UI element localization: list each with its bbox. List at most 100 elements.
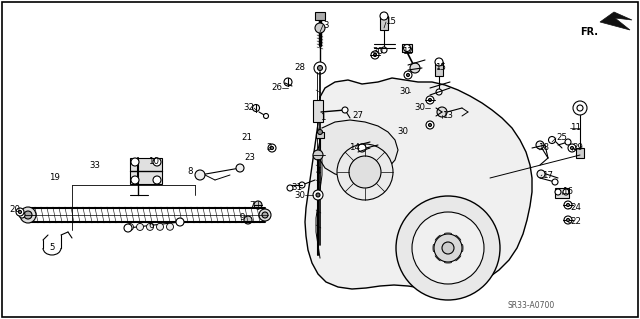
Circle shape: [153, 158, 161, 166]
Circle shape: [555, 189, 561, 195]
Circle shape: [337, 144, 393, 200]
Circle shape: [412, 212, 484, 284]
Circle shape: [19, 211, 22, 213]
Text: 12: 12: [402, 48, 413, 56]
Text: 33: 33: [89, 160, 100, 169]
Text: 30: 30: [399, 87, 410, 97]
Circle shape: [536, 141, 544, 149]
Bar: [316, 132, 324, 138]
Circle shape: [564, 201, 572, 209]
Text: 1: 1: [320, 114, 326, 122]
Circle shape: [537, 170, 545, 178]
Circle shape: [236, 164, 244, 172]
Circle shape: [434, 234, 462, 262]
Circle shape: [313, 190, 323, 200]
Circle shape: [564, 216, 572, 224]
Text: 3: 3: [323, 20, 328, 29]
Circle shape: [381, 47, 387, 53]
Circle shape: [429, 99, 431, 101]
Text: 18: 18: [538, 144, 549, 152]
Circle shape: [316, 193, 320, 197]
Text: 24: 24: [570, 204, 581, 212]
Circle shape: [570, 146, 573, 150]
Circle shape: [313, 150, 323, 160]
Circle shape: [127, 224, 134, 231]
Circle shape: [314, 62, 326, 74]
Text: 4: 4: [316, 167, 321, 176]
Circle shape: [24, 211, 32, 219]
Circle shape: [371, 51, 379, 59]
Circle shape: [435, 58, 443, 66]
Text: 30: 30: [397, 128, 408, 137]
Circle shape: [176, 218, 184, 226]
Bar: [555, 188, 569, 198]
Bar: [313, 100, 323, 122]
Text: 10: 10: [148, 158, 159, 167]
Text: 14: 14: [349, 144, 360, 152]
Circle shape: [124, 224, 132, 232]
Circle shape: [577, 105, 583, 111]
Circle shape: [429, 123, 431, 127]
Circle shape: [131, 158, 139, 166]
Circle shape: [299, 182, 305, 188]
Text: 5: 5: [49, 243, 55, 253]
Circle shape: [284, 78, 292, 86]
Circle shape: [315, 23, 325, 33]
Circle shape: [268, 144, 276, 152]
Text: SR33-A0700: SR33-A0700: [508, 300, 556, 309]
Circle shape: [19, 212, 25, 218]
Text: 17: 17: [542, 170, 553, 180]
Text: 23: 23: [244, 153, 255, 162]
Circle shape: [254, 201, 262, 209]
Text: FR.: FR.: [580, 27, 598, 37]
Circle shape: [349, 156, 381, 188]
Text: 27: 27: [352, 110, 363, 120]
Circle shape: [548, 137, 556, 144]
Polygon shape: [318, 120, 398, 178]
Text: 25: 25: [556, 133, 567, 143]
Circle shape: [244, 216, 252, 224]
Text: 21: 21: [241, 133, 252, 143]
Circle shape: [437, 107, 447, 117]
Circle shape: [436, 89, 442, 95]
Text: 7: 7: [250, 201, 255, 210]
Circle shape: [166, 223, 173, 230]
Circle shape: [20, 207, 36, 223]
Bar: [435, 62, 443, 76]
Circle shape: [380, 12, 388, 20]
Circle shape: [153, 176, 161, 184]
Circle shape: [566, 219, 570, 221]
Circle shape: [317, 65, 323, 70]
Text: 20: 20: [9, 205, 20, 214]
Circle shape: [406, 73, 410, 77]
Bar: [315, 12, 325, 20]
Circle shape: [410, 63, 420, 73]
Text: 29: 29: [572, 144, 583, 152]
Circle shape: [426, 121, 434, 129]
Circle shape: [552, 179, 558, 185]
Bar: [130, 158, 162, 184]
Text: 28: 28: [294, 63, 305, 72]
Text: 16: 16: [562, 188, 573, 197]
Circle shape: [566, 204, 570, 206]
Text: 11: 11: [570, 123, 581, 132]
Text: 30: 30: [372, 48, 383, 56]
Circle shape: [253, 105, 259, 112]
Bar: [576, 148, 584, 158]
Text: 30: 30: [414, 103, 425, 113]
Text: 32: 32: [243, 103, 254, 113]
Text: 6: 6: [148, 220, 154, 229]
Circle shape: [573, 101, 587, 115]
Polygon shape: [305, 78, 532, 290]
Circle shape: [426, 96, 434, 104]
Circle shape: [147, 223, 154, 230]
Text: 15: 15: [385, 18, 396, 26]
Circle shape: [317, 130, 323, 135]
Circle shape: [568, 144, 576, 152]
Circle shape: [287, 185, 293, 191]
Text: 2: 2: [266, 144, 272, 152]
Circle shape: [563, 189, 569, 195]
Bar: [402, 44, 412, 52]
Text: 19: 19: [49, 174, 60, 182]
Circle shape: [262, 212, 268, 218]
